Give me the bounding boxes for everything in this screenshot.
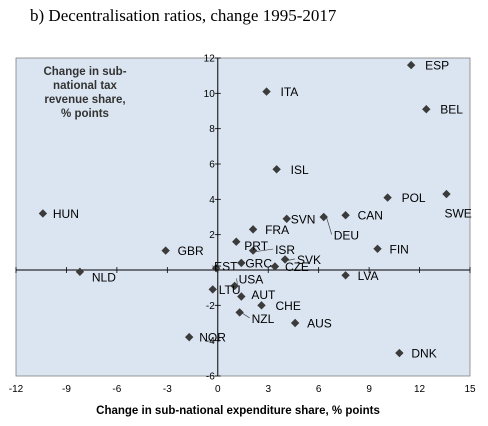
point-ltu	[208, 285, 217, 294]
point-nor	[184, 332, 194, 342]
label-ltu: LTU	[219, 283, 241, 297]
point-swe	[442, 189, 451, 199]
y-axis-label-line: revenue share,	[44, 94, 125, 106]
leader-line	[242, 313, 250, 319]
x-tick-labels: -12 -9 -6 -3 0 3 6 9 12 15	[9, 384, 476, 395]
y-tick-label: 12	[204, 54, 216, 65]
x-tick-label: -9	[62, 384, 71, 395]
label-ita: ITA	[281, 85, 299, 99]
data-points	[38, 60, 451, 358]
label-dnk: DNK	[411, 347, 436, 361]
point-dnk	[395, 348, 404, 358]
label-usa: USA	[239, 272, 264, 286]
label-hun: HUN	[53, 207, 79, 221]
point-est	[211, 264, 221, 273]
label-nzl: NZL	[252, 312, 275, 326]
leader-line	[287, 258, 296, 261]
x-tick-label: 12	[414, 384, 426, 395]
label-est: EST	[214, 260, 238, 274]
leader-line	[326, 217, 333, 235]
point-usa	[230, 281, 239, 291]
point-prt	[232, 237, 241, 246]
x-tick-label: -3	[163, 384, 172, 395]
x-tick-label: 6	[316, 384, 322, 395]
y-tick-label: 4	[209, 195, 215, 206]
point-gbr	[161, 246, 170, 255]
label-nld: NLD	[92, 270, 116, 284]
y-tick-label: -6	[206, 372, 215, 383]
point-labels: ESP ITA BEL ISL POL SWE HUN SVN CAN DEU FRA PRT ISR F…	[53, 59, 472, 361]
label-gbr: GBR	[178, 244, 204, 258]
label-deu: DEU	[334, 229, 359, 243]
y-tick-label: -2	[206, 301, 215, 312]
y-axis-label-line: % points	[61, 108, 109, 120]
point-isr	[248, 246, 258, 255]
label-pol: POL	[402, 191, 426, 205]
label-svk: SVK	[297, 253, 321, 267]
label-aus: AUS	[307, 317, 332, 331]
point-svn	[282, 214, 291, 223]
point-pol	[383, 193, 392, 202]
label-fra: FRA	[265, 223, 289, 237]
point-svk	[280, 255, 290, 264]
y-axis-label-line: Change in sub-	[43, 66, 126, 78]
label-nor: NOR	[199, 331, 226, 345]
label-che: CHE	[275, 299, 300, 313]
label-cze: CZE	[285, 260, 309, 274]
y-tick-label: 2	[209, 230, 215, 241]
chart-title: b) Decentralisation ratios, change 1995-…	[30, 6, 337, 25]
label-fin: FIN	[390, 242, 409, 256]
leader-line	[256, 248, 274, 252]
label-grc: GRC	[245, 256, 272, 270]
label-lva: LVA	[358, 269, 379, 283]
x-tick-label: 3	[265, 384, 271, 395]
plot-area	[15, 57, 471, 377]
x-tick-label: -6	[112, 384, 121, 395]
point-isl	[272, 165, 281, 174]
point-can	[341, 211, 350, 220]
y-axis-label-line: national tax	[53, 80, 118, 92]
label-isr: ISR	[275, 243, 295, 257]
point-bel	[422, 105, 431, 114]
label-bel: BEL	[440, 103, 463, 117]
point-cze	[270, 262, 280, 271]
leader-line	[236, 278, 238, 287]
label-swe: SWE	[444, 207, 471, 221]
point-nzl	[235, 308, 244, 317]
y-tick-label: 8	[209, 124, 215, 135]
point-deu	[319, 212, 328, 222]
x-axis-label: Change in sub-national expenditure share…	[96, 405, 380, 417]
point-ita	[262, 87, 271, 96]
label-can: CAN	[358, 209, 383, 223]
point-fra	[248, 225, 258, 234]
y-tick-label: 10	[204, 89, 216, 100]
point-nld	[75, 267, 85, 276]
y-tick-label: -4	[206, 336, 215, 347]
point-lva	[341, 271, 350, 280]
point-fin	[373, 244, 382, 253]
leader-line	[211, 265, 220, 270]
point-aus	[290, 318, 300, 328]
label-svn: SVN	[291, 212, 316, 226]
point-esp	[406, 60, 416, 70]
x-tick-label: 0	[215, 384, 221, 395]
x-tick-label: 9	[366, 384, 372, 395]
label-prt: PRT	[244, 239, 268, 253]
y-tick-label: 6	[209, 160, 215, 171]
label-esp: ESP	[425, 59, 449, 73]
y-tick-labels: -6 -4 -2 2 4 6 8 10 12	[204, 54, 216, 383]
point-aut	[237, 292, 246, 301]
point-grc	[237, 258, 246, 268]
x-tick-label: -12	[9, 384, 24, 395]
point-hun	[38, 209, 48, 218]
point-che	[257, 301, 266, 310]
label-aut: AUT	[251, 288, 276, 302]
x-tick-label: 15	[464, 384, 476, 395]
label-isl: ISL	[291, 163, 309, 177]
y-axis-label: Change in sub-national tax revenue share,…	[43, 66, 126, 120]
